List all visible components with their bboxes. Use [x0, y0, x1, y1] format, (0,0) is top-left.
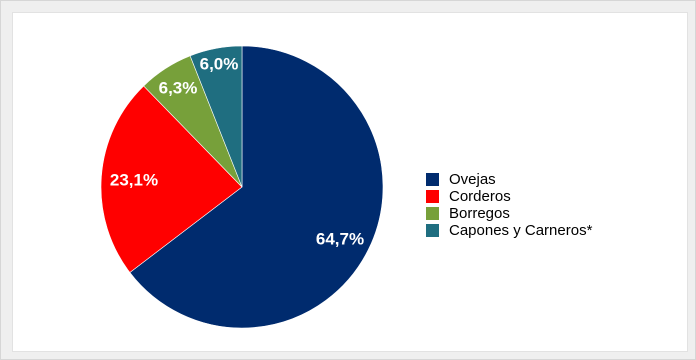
legend-label: Borregos — [449, 205, 510, 222]
legend-item: Capones y Carneros* — [426, 222, 592, 239]
slice-value-label: 6,0% — [200, 54, 239, 73]
legend-swatch — [426, 224, 439, 237]
legend: Ovejas Corderos Borregos Capones y Carne… — [426, 171, 592, 239]
legend-label: Corderos — [449, 188, 511, 205]
legend-item: Ovejas — [426, 171, 592, 188]
legend-item: Borregos — [426, 205, 592, 222]
legend-label: Ovejas — [449, 171, 496, 188]
legend-swatch — [426, 207, 439, 220]
legend-swatch — [426, 190, 439, 203]
slice-value-label: 23,1% — [110, 170, 158, 189]
legend-swatch — [426, 173, 439, 186]
pie-slice — [100, 85, 243, 273]
legend-item: Corderos — [426, 188, 592, 205]
pie-slice — [189, 45, 243, 188]
slice-value-label: 6,3% — [159, 78, 198, 97]
pie-slice — [129, 45, 384, 329]
legend-label: Capones y Carneros* — [449, 222, 593, 239]
slice-value-label: 64,7% — [316, 229, 364, 248]
